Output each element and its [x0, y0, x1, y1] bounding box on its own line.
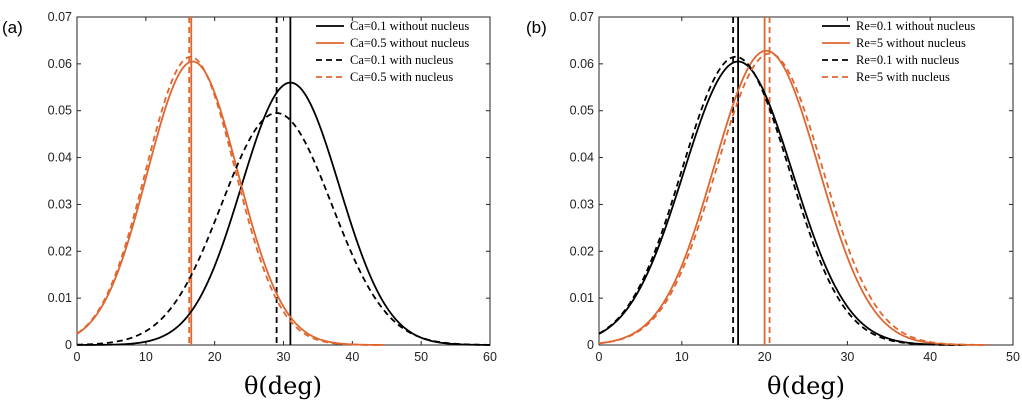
y-tick-label: 0.05 — [48, 104, 72, 118]
legend-entry: Ca=0.1 without nucleus — [350, 19, 469, 33]
y-tick-label: 0.07 — [570, 10, 594, 24]
x-tick-label: 0 — [74, 350, 81, 364]
x-tick-label: 40 — [923, 350, 937, 364]
panel-label-b: (b) — [526, 18, 547, 37]
y-tick-label: 0 — [65, 338, 72, 352]
curves-b — [598, 49, 991, 346]
x-tick-label: 30 — [277, 350, 291, 364]
y-tick-label: 0.01 — [570, 291, 594, 305]
panel-a: (a) 0 0.01 0.02 0.03 0.04 0.05 0.06 0.07 0 10 20 3… — [2, 10, 497, 400]
series-curve — [76, 112, 491, 346]
x-tick-label: 50 — [1006, 350, 1020, 364]
legend-entry: Ca=0.5 with nucleus — [350, 70, 453, 84]
y-tick-label: 0.03 — [48, 197, 72, 211]
series-curve — [598, 49, 984, 346]
y-tick-label: 0.03 — [570, 197, 594, 211]
x-tick-label: 30 — [840, 350, 854, 364]
series-curve — [598, 60, 967, 346]
legend-entry: Ca=0.5 without nucleus — [350, 36, 469, 50]
mean-lines-a — [188, 17, 292, 345]
y-tick-label: 0.06 — [570, 57, 594, 71]
series-curve — [76, 55, 379, 346]
legend-entry: Re=0.1 without nucleus — [856, 19, 975, 33]
x-tick-label: 10 — [675, 350, 689, 364]
x-tick-label: 20 — [758, 350, 772, 364]
y-tick-label: 0.06 — [48, 57, 72, 71]
legend-entry: Re=5 without nucleus — [856, 36, 966, 50]
y-tick-label: 0 — [587, 338, 594, 352]
plot-area-b — [598, 16, 1014, 346]
curves-a — [76, 55, 491, 346]
y-tick-label: 0.02 — [48, 244, 72, 258]
legend-entry: Re=5 with nucleus — [856, 70, 950, 84]
y-tick-label: 0.01 — [48, 291, 72, 305]
mean-lines-b — [732, 17, 771, 345]
y-tick-label: 0.05 — [570, 104, 594, 118]
y-tick-label: 0.04 — [48, 151, 72, 165]
x-tick-label: 60 — [483, 350, 497, 364]
y-ticks-b: 0 0.01 0.02 0.03 0.04 0.05 0.06 0.07 — [570, 10, 1013, 352]
y-tick-label: 0.07 — [48, 10, 72, 24]
series-curve — [598, 55, 962, 346]
x-tick-label: 10 — [139, 350, 153, 364]
legend-b: Re=0.1 without nucleus Re=5 without nucle… — [822, 19, 975, 84]
panel-label-a: (a) — [2, 18, 23, 37]
legend-a: Ca=0.1 without nucleus Ca=0.5 without nuc… — [316, 19, 469, 84]
y-tick-label: 0.04 — [570, 151, 594, 165]
series-curve — [77, 81, 491, 346]
legend-entry: Ca=0.1 with nucleus — [350, 53, 453, 67]
x-tick-label: 20 — [208, 350, 222, 364]
y-ticks-a: 0 0.01 0.02 0.03 0.04 0.05 0.06 0.07 — [48, 10, 490, 352]
x-tick-label: 50 — [414, 350, 428, 364]
panel-b: (b) 0 0.01 0.02 0.03 0.04 0.05 0.06 0.07 0 10 20 3… — [526, 10, 1020, 400]
x-tick-label: 0 — [596, 350, 603, 364]
y-tick-label: 0.02 — [570, 244, 594, 258]
x-tick-label: 40 — [345, 350, 359, 364]
x-ticks-b: 0 10 20 30 40 50 — [596, 17, 1020, 364]
legend-entry: Re=0.1 with nucleus — [856, 53, 959, 67]
x-ticks-a: 0 10 20 30 40 50 60 — [74, 17, 497, 364]
x-axis-label-a: θ(deg) — [244, 372, 322, 400]
series-curve — [598, 52, 991, 346]
x-axis-label-b: θ(deg) — [767, 372, 845, 400]
